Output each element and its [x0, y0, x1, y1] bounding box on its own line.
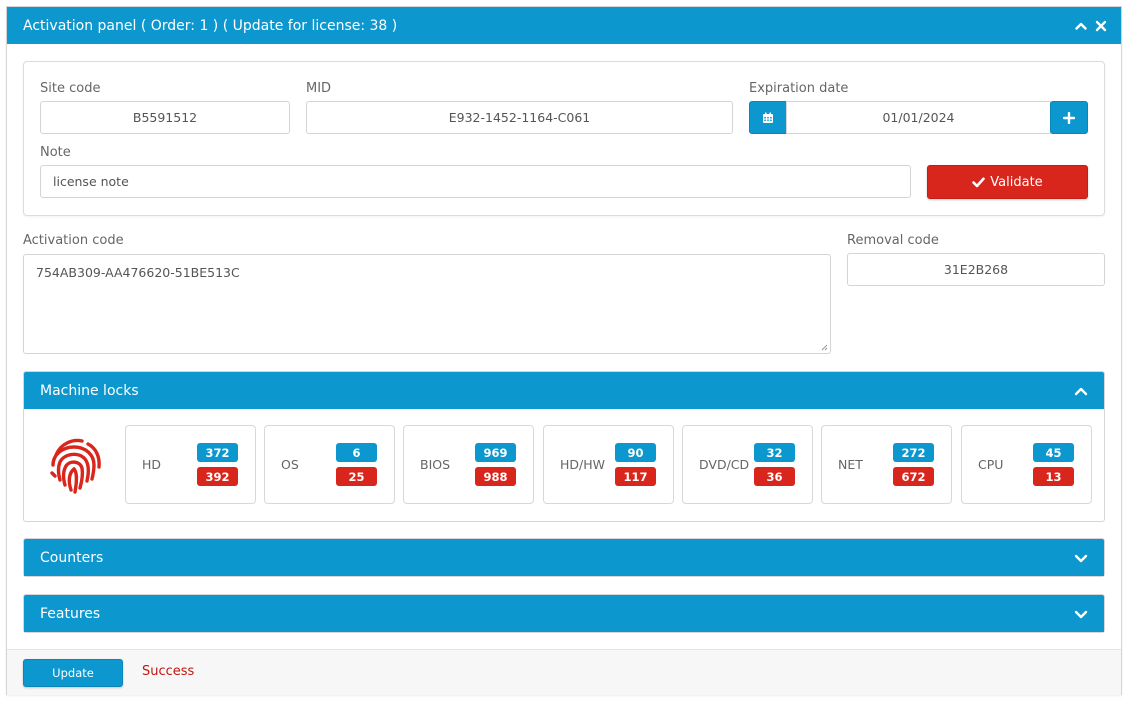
lock-name: CPU	[978, 457, 1004, 472]
lock-badge-top: 969	[475, 443, 516, 462]
lock-badge-bottom: 13	[1033, 467, 1074, 486]
calendar-button[interactable]	[749, 101, 787, 134]
fingerprint-icon	[50, 438, 101, 494]
machine-locks-title: Machine locks	[40, 382, 139, 399]
lock-badge-bottom: 36	[754, 467, 795, 486]
lock-badge-top: 6	[336, 443, 377, 462]
license-form: Site code B5591512 MID E932-1452-1164-C0…	[23, 61, 1105, 216]
lock-badge-bottom: 117	[615, 467, 656, 486]
lock-badge-bottom: 25	[336, 467, 377, 486]
lock-card-hd-hw: HD/HW 90 117	[543, 425, 674, 504]
removal-code-input[interactable]: 31E2B268	[847, 253, 1105, 286]
chevron-down-icon[interactable]	[1074, 607, 1088, 621]
lock-card-dvd-cd: DVD/CD 32 36	[682, 425, 813, 504]
validate-label: Validate	[990, 174, 1043, 190]
calendar-icon	[763, 112, 773, 123]
lock-badge-top: 90	[615, 443, 656, 462]
site-code-label: Site code	[40, 81, 101, 96]
lock-name: OS	[281, 457, 299, 472]
plus-icon	[1063, 111, 1075, 124]
lock-card-cpu: CPU 45 13	[961, 425, 1092, 504]
note-label: Note	[40, 145, 71, 160]
update-button[interactable]: Update	[23, 659, 123, 687]
status-text: Success	[142, 664, 195, 679]
machine-locks-section: Machine locks HD 372 392	[23, 371, 1105, 522]
lock-card-bios: BIOS 969 988	[403, 425, 534, 504]
lock-badge-bottom: 392	[197, 467, 238, 486]
mid-input[interactable]: E932-1452-1164-C061	[306, 101, 733, 134]
chevron-down-icon[interactable]	[1074, 551, 1088, 565]
removal-code-label: Removal code	[847, 233, 939, 248]
close-icon[interactable]	[1095, 20, 1107, 32]
features-title: Features	[40, 605, 101, 622]
lock-name: HD/HW	[560, 457, 605, 472]
resize-grip-icon[interactable]	[820, 343, 828, 351]
lock-name: NET	[838, 457, 863, 472]
lock-card-net: NET 272 672	[821, 425, 952, 504]
lock-badge-top: 45	[1033, 443, 1074, 462]
note-input[interactable]: license note	[40, 165, 911, 198]
counters-title: Counters	[40, 549, 104, 566]
expiration-date-input[interactable]: 01/01/2024	[786, 101, 1051, 134]
machine-locks-header[interactable]: Machine locks	[24, 372, 1104, 409]
activation-panel: Activation panel ( Order: 1 ) ( Update f…	[6, 6, 1122, 695]
lock-name: BIOS	[420, 457, 451, 472]
lock-name: DVD/CD	[699, 457, 750, 472]
machine-locks-body: HD 372 392 OS 6 25 BIOS 969 988 HD/HW 90…	[24, 409, 1104, 521]
lock-badge-top: 32	[754, 443, 795, 462]
panel-title: Activation panel ( Order: 1 ) ( Update f…	[23, 17, 398, 34]
chevron-up-icon[interactable]	[1074, 384, 1088, 398]
lock-badge-bottom: 672	[893, 467, 934, 486]
panel-header: Activation panel ( Order: 1 ) ( Update f…	[7, 7, 1121, 44]
panel-actions	[1075, 7, 1107, 44]
features-section: Features	[23, 594, 1105, 633]
lock-name: HD	[142, 457, 162, 472]
activation-code-value: 754AB309-AA476620-51BE513C	[36, 265, 240, 280]
lock-badge-bottom: 988	[475, 467, 516, 486]
lock-card-os: OS 6 25	[264, 425, 395, 504]
lock-badge-top: 372	[197, 443, 238, 462]
lock-card-hd: HD 372 392	[125, 425, 256, 504]
chevron-up-icon[interactable]	[1075, 20, 1087, 32]
mid-label: MID	[306, 81, 332, 96]
panel-footer: Update Success	[7, 649, 1121, 695]
features-header[interactable]: Features	[24, 595, 1104, 632]
add-button[interactable]	[1050, 101, 1088, 134]
activation-code-label: Activation code	[23, 233, 124, 248]
activation-code-textarea[interactable]: 754AB309-AA476620-51BE513C	[23, 254, 831, 354]
validate-button[interactable]: Validate	[927, 165, 1088, 199]
check-icon	[972, 177, 986, 187]
lock-badge-top: 272	[893, 443, 934, 462]
site-code-input[interactable]: B5591512	[40, 101, 290, 134]
counters-section: Counters	[23, 538, 1105, 577]
expiration-date-label: Expiration date	[749, 81, 849, 96]
counters-header[interactable]: Counters	[24, 539, 1104, 576]
